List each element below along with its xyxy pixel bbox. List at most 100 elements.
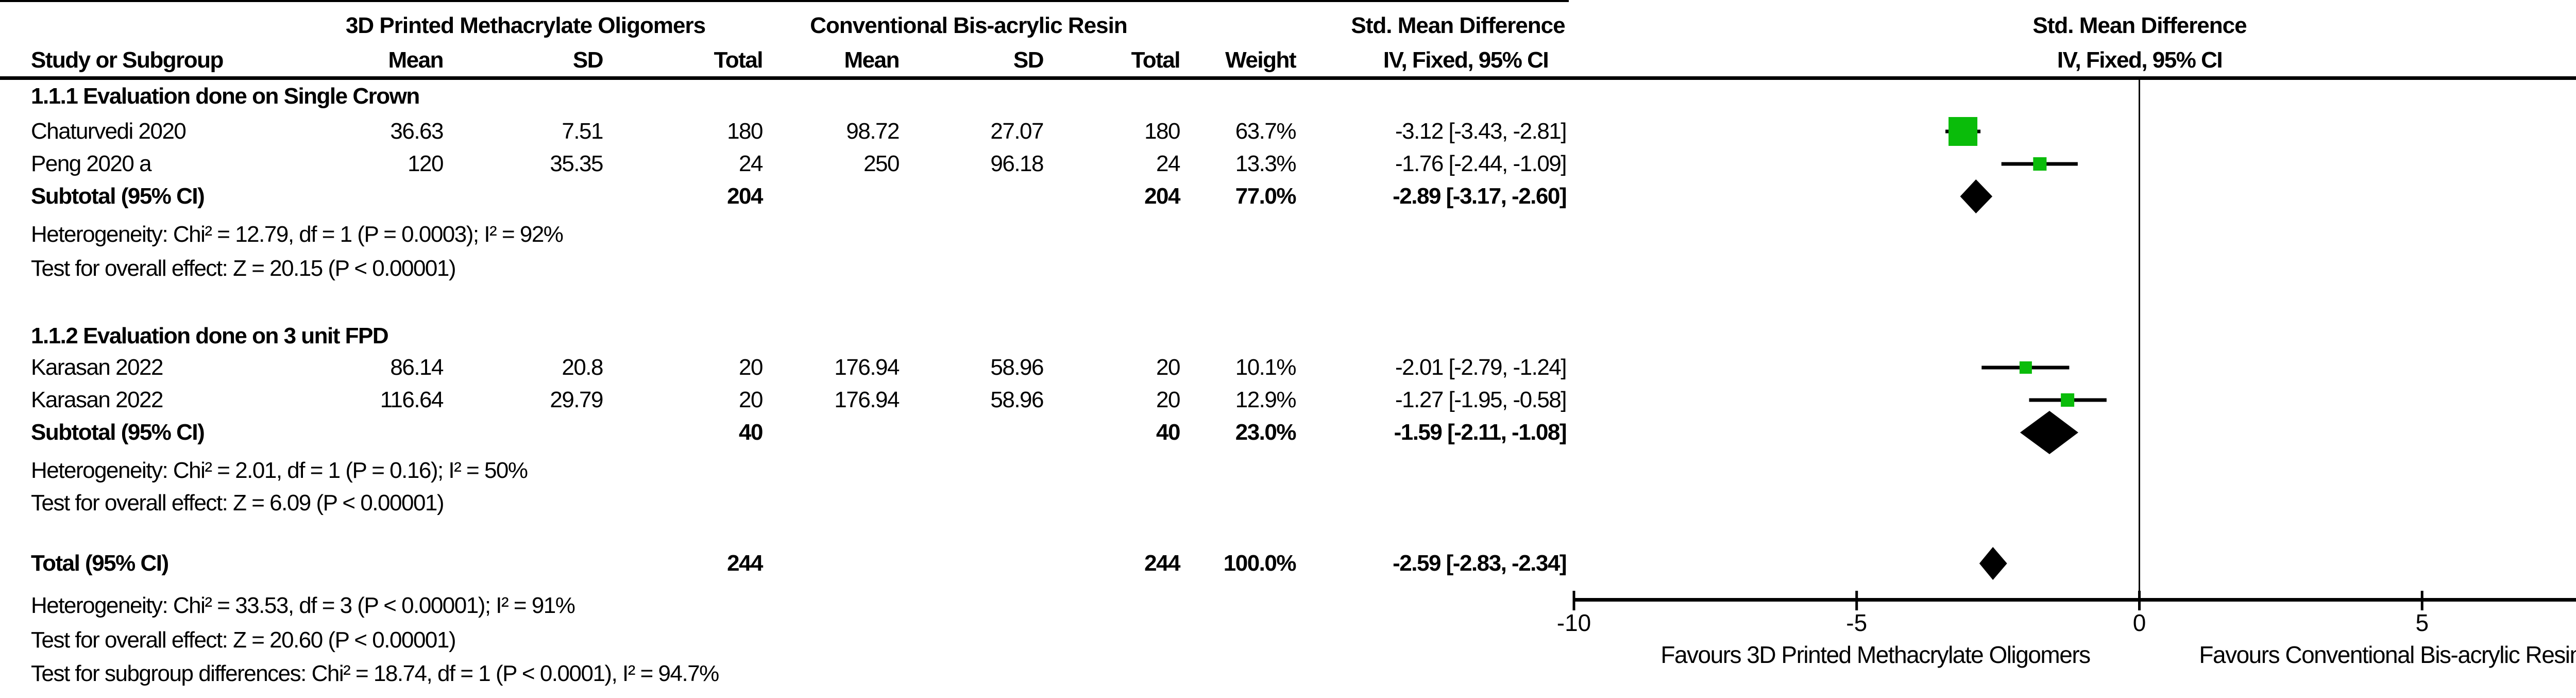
total-overall-text: Test for overall effect: Z = 20.60 (P < … bbox=[31, 627, 456, 653]
total-heterogeneity-row: Heterogeneity: Chi² = 33.53, df = 3 (P <… bbox=[0, 593, 2576, 619]
subtotal-row: Subtotal (95% CI) 204 204 77.0% -2.89 [-3.17… bbox=[0, 184, 2576, 209]
group2-header: Conventional Bis-acrylic Resin bbox=[810, 13, 1128, 38]
heterogeneity-text: Heterogeneity: Chi² = 2.01, df = 1 (P = … bbox=[31, 458, 528, 483]
weight-square bbox=[1948, 117, 1978, 146]
subtotal-ci: -2.89 [-3.17, -2.60] bbox=[1393, 184, 1567, 209]
weight-square bbox=[2019, 361, 2032, 374]
study-weight: 63.7% bbox=[1235, 119, 1297, 144]
study-ci: -1.27 [-1.95, -0.58] bbox=[1395, 387, 1567, 412]
study-row: Chaturvedi 2020 36.63 7.51 180 98.72 27.07 180… bbox=[0, 119, 2576, 144]
top-border-line bbox=[0, 0, 1569, 2]
col-sd2: SD bbox=[1013, 47, 1044, 73]
total-row: Total (95% CI) 244 244 100.0% -2.59 [-2.83, … bbox=[0, 551, 2576, 576]
favours-right-label: Favours Conventional Bis-acrylic Resin bbox=[2199, 641, 2576, 668]
study-row: Karasan 2022 86.14 20.8 20 176.94 58.96 20 10.1… bbox=[0, 355, 2576, 380]
overall-effect-row: Test for overall effect: Z = 20.15 (P < … bbox=[0, 256, 2576, 281]
heterogeneity-text: Heterogeneity: Chi² = 12.79, df = 1 (P =… bbox=[31, 222, 564, 247]
study-total2: 180 bbox=[1144, 119, 1180, 144]
subgroup-differences-row: Test for subgroup differences: Chi² = 18… bbox=[0, 661, 2576, 687]
col-mean1: Mean bbox=[388, 47, 444, 73]
subtotal-weight: 23.0% bbox=[1235, 420, 1297, 445]
group1-header: 3D Printed Methacrylate Oligomers bbox=[345, 13, 706, 38]
smd-column-header: Std. Mean Difference bbox=[1351, 13, 1565, 38]
subtotal-row: Subtotal (95% CI) 40 40 23.0% -1.59 [-2.11, … bbox=[0, 420, 2576, 445]
total-label: Total (95% CI) bbox=[31, 551, 169, 576]
col-total1: Total bbox=[714, 47, 764, 73]
study-mean2: 98.72 bbox=[846, 119, 900, 144]
col-study: Study or Subgroup bbox=[31, 47, 224, 73]
total-heterogeneity-text: Heterogeneity: Chi² = 33.53, df = 3 (P <… bbox=[31, 593, 575, 618]
study-row: Peng 2020 a 120 35.35 24 250 96.18 24 13.3% -1.7… bbox=[0, 151, 2576, 177]
axis-tick-label: -10 bbox=[1557, 609, 1591, 636]
study-sd1: 20.8 bbox=[562, 355, 603, 380]
axis-tick-label: 5 bbox=[2415, 609, 2429, 636]
study-weight: 13.3% bbox=[1235, 151, 1297, 176]
study-total1: 20 bbox=[739, 355, 763, 380]
col-total2: Total bbox=[1131, 47, 1181, 73]
study-mean1: 120 bbox=[408, 151, 444, 176]
subtotal-diamond bbox=[1960, 179, 1993, 213]
subtotal-total1: 204 bbox=[727, 184, 763, 209]
total-total1: 244 bbox=[727, 551, 763, 576]
study-name: Karasan 2022 bbox=[31, 355, 164, 380]
subtotal-weight: 77.0% bbox=[1235, 184, 1297, 209]
study-mean2: 176.94 bbox=[834, 387, 900, 412]
total-ci: -2.59 [-2.83, -2.34] bbox=[1393, 551, 1567, 576]
subgroup-header-row: 1.1.1 Evaluation done on Single Crown bbox=[0, 84, 2576, 109]
overall-effect-text: Test for overall effect: Z = 6.09 (P < 0… bbox=[31, 490, 445, 516]
subgroup-label: 1.1.1 Evaluation done on Single Crown bbox=[31, 84, 420, 109]
smd-plot-header: Std. Mean Difference bbox=[2032, 13, 2247, 38]
subgroup-differences-text: Test for subgroup differences: Chi² = 18… bbox=[31, 661, 719, 686]
study-ci: -2.01 [-2.79, -1.24] bbox=[1395, 355, 1567, 380]
overall-effect-text: Test for overall effect: Z = 20.15 (P < … bbox=[31, 256, 456, 281]
heterogeneity-row: Heterogeneity: Chi² = 2.01, df = 1 (P = … bbox=[0, 458, 2576, 484]
study-total2: 20 bbox=[1156, 387, 1180, 412]
axis-tick bbox=[1572, 591, 1575, 610]
study-sd1: 29.79 bbox=[550, 387, 603, 412]
study-sd1: 7.51 bbox=[562, 119, 603, 144]
study-mean1: 116.64 bbox=[380, 387, 444, 412]
subtotal-ci: -1.59 [-2.11, -1.08] bbox=[1394, 420, 1567, 445]
subtotal-total1: 40 bbox=[739, 420, 763, 445]
study-sd2: 58.96 bbox=[990, 387, 1044, 412]
study-sd2: 58.96 bbox=[990, 355, 1044, 380]
column-header-row: Study or Subgroup Mean SD Total Mean SD … bbox=[0, 47, 2576, 73]
favours-left-label: Favours 3D Printed Methacrylate Oligomer… bbox=[1660, 641, 2091, 668]
weight-square bbox=[2061, 393, 2075, 407]
total-total2: 244 bbox=[1144, 551, 1180, 576]
study-ci: -3.12 [-3.43, -2.81] bbox=[1395, 119, 1567, 144]
axis-tick-label: -5 bbox=[1846, 609, 1867, 636]
study-mean2: 250 bbox=[863, 151, 900, 176]
axis-tick bbox=[2420, 591, 2424, 610]
study-total1: 20 bbox=[739, 387, 763, 412]
subgroup-header-row: 1.1.2 Evaluation done on 3 unit FPD bbox=[0, 323, 2576, 349]
study-sd2: 96.18 bbox=[990, 151, 1044, 176]
study-name: Karasan 2022 bbox=[31, 387, 164, 412]
col-weight: Weight bbox=[1225, 47, 1296, 73]
study-total1: 24 bbox=[739, 151, 763, 176]
total-diamond bbox=[1979, 547, 2007, 580]
subtotal-total2: 40 bbox=[1156, 420, 1180, 445]
study-total1: 180 bbox=[727, 119, 763, 144]
total-weight: 100.0% bbox=[1223, 551, 1297, 576]
col-method: IV, Fixed, 95% CI bbox=[1383, 47, 1549, 73]
subtotal-diamond bbox=[2020, 411, 2078, 454]
axis-tick-label: 0 bbox=[2133, 609, 2146, 636]
study-name: Chaturvedi 2020 bbox=[31, 119, 187, 144]
study-weight: 12.9% bbox=[1235, 387, 1297, 412]
axis-tick bbox=[1855, 591, 1858, 610]
study-name: Peng 2020 a bbox=[31, 151, 152, 176]
study-mean1: 86.14 bbox=[390, 355, 444, 380]
col-mean2: Mean bbox=[844, 47, 900, 73]
axis-tick bbox=[2138, 591, 2141, 610]
header-rule bbox=[0, 76, 2576, 80]
weight-square bbox=[2033, 157, 2047, 171]
study-total2: 20 bbox=[1156, 355, 1180, 380]
study-ci: -1.76 [-2.44, -1.09] bbox=[1395, 151, 1567, 176]
study-mean1: 36.63 bbox=[390, 119, 444, 144]
heterogeneity-row: Heterogeneity: Chi² = 12.79, df = 1 (P =… bbox=[0, 222, 2576, 247]
overall-effect-row: Test for overall effect: Z = 6.09 (P < 0… bbox=[0, 490, 2576, 516]
zero-line bbox=[2139, 80, 2140, 602]
study-sd1: 35.35 bbox=[550, 151, 603, 176]
